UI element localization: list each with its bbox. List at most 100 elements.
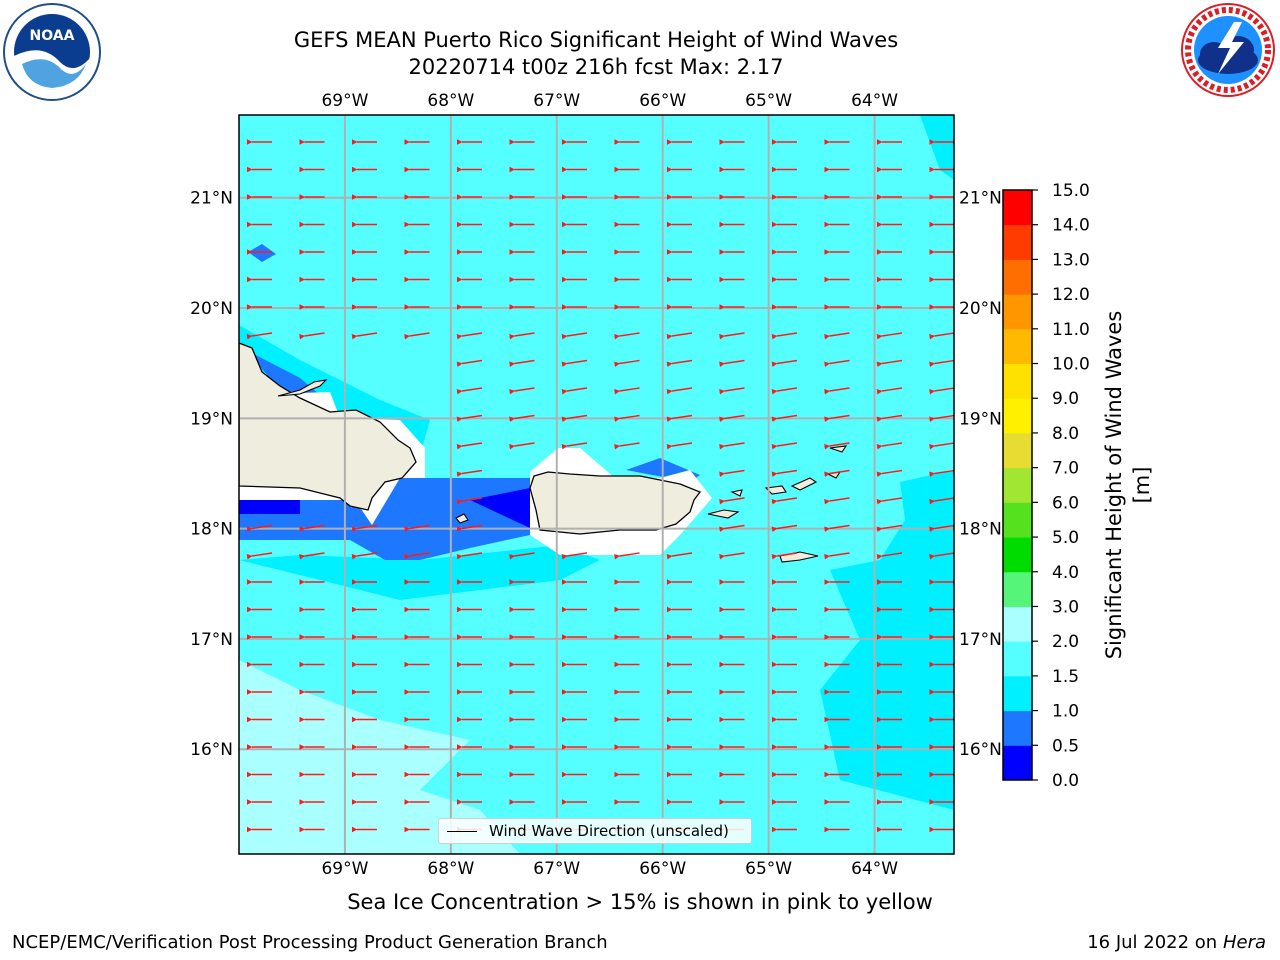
lon-ticks-top: 69°W 68°W 67°W 66°W 65°W 64°W: [321, 91, 898, 111]
wave-band-1p0: [820, 470, 954, 810]
footer-date: 16 Jul 2022 on Hera: [1087, 932, 1266, 953]
wind-wave-arrow: [771, 552, 798, 560]
wind-wave-arrow: [719, 387, 745, 395]
footer-date-text: 16 Jul 2022 on: [1087, 932, 1223, 953]
wave-band-0p0-west: [239, 500, 300, 514]
wind-wave-arrow: [876, 387, 903, 395]
colorbar-swatch: [1003, 328, 1032, 365]
wind-wave-arrow: [509, 552, 535, 560]
wind-wave-arrow: [614, 442, 640, 450]
wind-wave-arrow: [719, 497, 745, 505]
colorbar-tick-label: 4.0: [1052, 563, 1079, 583]
wind-wave-arrow: [456, 332, 483, 340]
wind-wave-arrow: [614, 332, 640, 340]
wind-wave-arrow: [719, 332, 745, 340]
nws-logo-icon: [1181, 3, 1275, 97]
chart-title: GEFS MEAN Puerto Rico Significant Height…: [293, 28, 899, 52]
wind-wave-arrow: [351, 332, 378, 340]
lon-tick-label: 68°W: [427, 91, 474, 111]
wind-wave-arrow: [929, 497, 954, 505]
noaa-logo-icon: NOAA: [3, 3, 101, 101]
wind-wave-arrow: [719, 359, 745, 368]
lat-tick-label: 19°N: [959, 409, 1002, 429]
wind-wave-arrow: [824, 524, 850, 533]
wind-wave-arrow: [614, 552, 640, 560]
map-plot-area: [239, 115, 954, 854]
chart-subtitle: 20220714 t00z 216h fcst Max: 2.17: [408, 55, 784, 79]
wind-wave-arrow: [876, 359, 903, 368]
wind-wave-arrow: [456, 359, 483, 368]
wind-wave-arrow: [929, 442, 954, 450]
colorbar-tick-label: 5.0: [1052, 528, 1079, 548]
lon-tick-label: 66°W: [639, 859, 686, 879]
colorbar-swatch: [1003, 467, 1032, 503]
lon-tick-label: 68°W: [427, 859, 474, 879]
wave-band-0p5-northwest: [246, 350, 320, 395]
wind-wave-arrow: [824, 497, 850, 505]
lon-tick-label: 67°W: [533, 91, 580, 111]
lon-tick-label: 64°W: [851, 859, 898, 879]
colorbar: 0.0 0.5 1.0 1.5 2.0 3.0 4.0 5.0 6.0 7.0 8.0 9.0 10.0…: [1002, 181, 1090, 791]
wind-wave-arrow: [456, 387, 483, 395]
lon-tick-label: 65°W: [745, 859, 792, 879]
wind-wave-arrow: [246, 552, 273, 560]
wind-wave-arrow: [351, 524, 378, 533]
wave-band-2p0: [239, 660, 520, 854]
lon-tick-label: 65°W: [745, 91, 792, 111]
footer-credit: NCEP/EMC/Verification Post Processing Pr…: [12, 932, 608, 953]
wind-wave-arrow: [509, 414, 535, 423]
wind-wave-arrow: [876, 552, 903, 560]
wind-wave-arrow: [771, 359, 798, 368]
island-culebra: [730, 489, 743, 497]
wind-wave-arrows: [246, 139, 954, 833]
wave-band-0p5-spot: [248, 244, 276, 262]
lon-tick-label: 67°W: [533, 859, 580, 879]
colorbar-swatch: [1003, 571, 1032, 607]
colorbar-swatch: [1003, 190, 1032, 226]
wind-wave-arrow: [246, 524, 273, 533]
wind-wave-arrow: [929, 332, 954, 340]
colorbar-swatch: [1003, 606, 1032, 642]
colorbar-tick-label: 12.0: [1052, 285, 1090, 305]
sea-ice-note: Sea Ice Concentration > 15% is shown in …: [347, 890, 933, 914]
colorbar-swatch: [1003, 641, 1032, 677]
colorbar-swatch: [1003, 537, 1032, 573]
wind-wave-arrow: [929, 552, 954, 560]
colorbar-tick-label: 3.0: [1052, 597, 1079, 617]
colorbar-swatch: [1003, 398, 1032, 434]
wind-wave-arrow: [456, 442, 483, 450]
wind-wave-arrow: [771, 332, 798, 340]
wind-wave-arrow: [246, 332, 273, 340]
colorbar-tick-label: 1.5: [1052, 667, 1079, 687]
wind-wave-arrow: [299, 524, 325, 533]
wind-wave-arrow: [666, 442, 693, 450]
wind-wave-arrow: [824, 552, 850, 560]
colorbar-tick-label: 13.0: [1052, 250, 1090, 270]
wind-wave-arrow: [824, 332, 850, 340]
wind-wave-arrow: [299, 332, 325, 340]
lon-tick-label: 69°W: [321, 859, 368, 879]
lat-tick-label: 19°N: [190, 409, 233, 429]
colorbar-tick-label: 0.5: [1052, 736, 1079, 756]
wind-wave-arrow: [666, 332, 693, 340]
lat-ticks-left: 21°N 20°N 19°N 18°N 17°N 16°N: [190, 189, 233, 760]
colorbar-tick-label: 15.0: [1052, 181, 1090, 201]
lon-tick-label: 64°W: [851, 91, 898, 111]
wind-wave-arrow: [561, 414, 588, 423]
wind-wave-arrow: [456, 552, 483, 560]
wind-wave-arrow: [404, 552, 430, 560]
wind-wave-arrow: [929, 387, 954, 395]
wind-wave-arrow: [509, 442, 535, 450]
wind-wave-arrow: [666, 552, 693, 560]
wind-wave-arrow: [404, 332, 430, 340]
island-vieques: [707, 509, 740, 519]
wind-wave-arrow: [561, 552, 588, 560]
wind-wave-arrow: [719, 552, 745, 560]
lat-tick-label: 16°N: [959, 740, 1002, 760]
wind-wave-arrow: [404, 524, 430, 533]
colorbar-tick-label: 2.0: [1052, 632, 1079, 652]
wind-wave-arrow: [929, 414, 954, 423]
colorbar-swatch: [1003, 502, 1032, 538]
colorbar-tick-label: 14.0: [1052, 216, 1090, 236]
